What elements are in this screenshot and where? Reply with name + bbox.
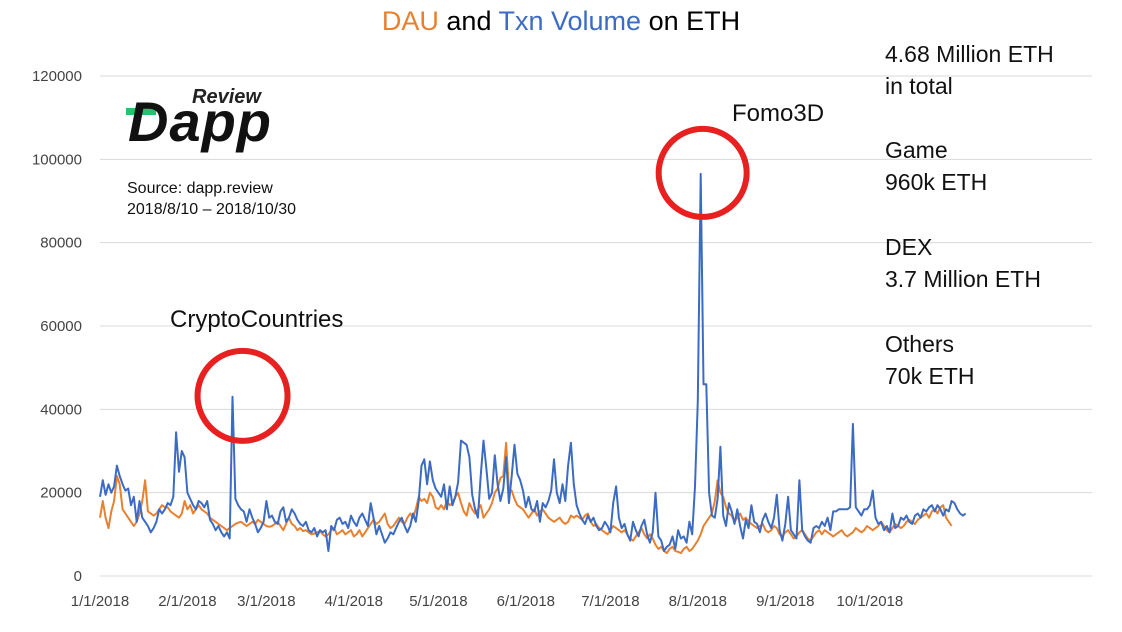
x-tick-label: 9/1/2018 bbox=[756, 593, 814, 610]
title-txn: Txn Volume bbox=[498, 6, 642, 36]
x-tick-label: 3/1/2018 bbox=[237, 593, 295, 610]
info-others-label: Others bbox=[885, 331, 955, 357]
grid-lines bbox=[100, 75, 1092, 577]
series-line-txn bbox=[99, 172, 967, 552]
x-tick-label: 4/1/2018 bbox=[325, 593, 383, 610]
y-tick-label: 80000 bbox=[40, 235, 82, 252]
info-dex: DEX 3.7 Million ETH bbox=[885, 231, 1041, 295]
x-tick-label: 1/1/2018 bbox=[71, 593, 129, 610]
logo-subtitle: Review bbox=[192, 86, 261, 108]
y-axis-ticks: 0 20000 40000 60000 80000 100000 120000 bbox=[32, 68, 82, 585]
annotation-fomo3d: Fomo3D bbox=[732, 100, 825, 127]
info-game-label: Game bbox=[885, 137, 948, 163]
series-line-dau bbox=[99, 441, 953, 555]
y-tick-label: 0 bbox=[74, 568, 82, 585]
x-tick-label: 2/1/2018 bbox=[158, 593, 216, 610]
info-dex-value: 3.7 Million ETH bbox=[885, 266, 1041, 292]
y-tick-label: 120000 bbox=[32, 68, 82, 85]
annotation-cryptocountries: CryptoCountries bbox=[170, 306, 344, 333]
x-tick-label: 6/1/2018 bbox=[497, 593, 555, 610]
info-total-label: in total bbox=[885, 73, 953, 99]
info-others-value: 70k ETH bbox=[885, 363, 975, 389]
logo-mark: Dapp bbox=[128, 90, 272, 153]
info-game: Game 960k ETH bbox=[885, 134, 987, 198]
info-game-value: 960k ETH bbox=[885, 169, 988, 195]
info-total: 4.68 Million ETH in total bbox=[885, 38, 1054, 102]
y-tick-label: 40000 bbox=[40, 401, 82, 418]
highlight-circle-cryptocountries bbox=[194, 347, 291, 444]
info-others: Others 70k ETH bbox=[885, 328, 974, 392]
x-axis-ticks: 1/1/2018 2/1/2018 3/1/2018 4/1/2018 5/1/2018… bbox=[71, 593, 903, 610]
title-suffix: on ETH bbox=[641, 6, 741, 36]
source-note: Source: dapp.review 2018/8/10 – 2018/10/… bbox=[127, 178, 296, 220]
y-tick-label: 60000 bbox=[40, 318, 82, 335]
y-tick-label: 20000 bbox=[40, 485, 82, 502]
info-total-value: 4.68 Million ETH bbox=[885, 41, 1054, 67]
x-tick-label: 7/1/2018 bbox=[581, 593, 639, 610]
series-lines bbox=[99, 172, 967, 555]
source-line: Source: dapp.review bbox=[127, 180, 273, 197]
highlight-circles bbox=[194, 125, 750, 444]
title-and: and bbox=[438, 6, 499, 36]
x-tick-label: 5/1/2018 bbox=[409, 593, 467, 610]
title-dau: DAU bbox=[381, 6, 439, 36]
date-range-line: 2018/8/10 – 2018/10/30 bbox=[127, 201, 297, 218]
dapp-review-logo: Dapp Review bbox=[126, 86, 286, 158]
highlight-circle-fomo3d bbox=[655, 125, 750, 220]
logo-accent-bar bbox=[126, 108, 156, 115]
x-tick-label: 10/1/2018 bbox=[836, 593, 903, 610]
chart-title: DAU and Txn Volume on ETH bbox=[0, 6, 1122, 37]
y-tick-label: 100000 bbox=[32, 151, 82, 168]
info-dex-label: DEX bbox=[885, 234, 933, 260]
x-tick-label: 8/1/2018 bbox=[669, 593, 727, 610]
